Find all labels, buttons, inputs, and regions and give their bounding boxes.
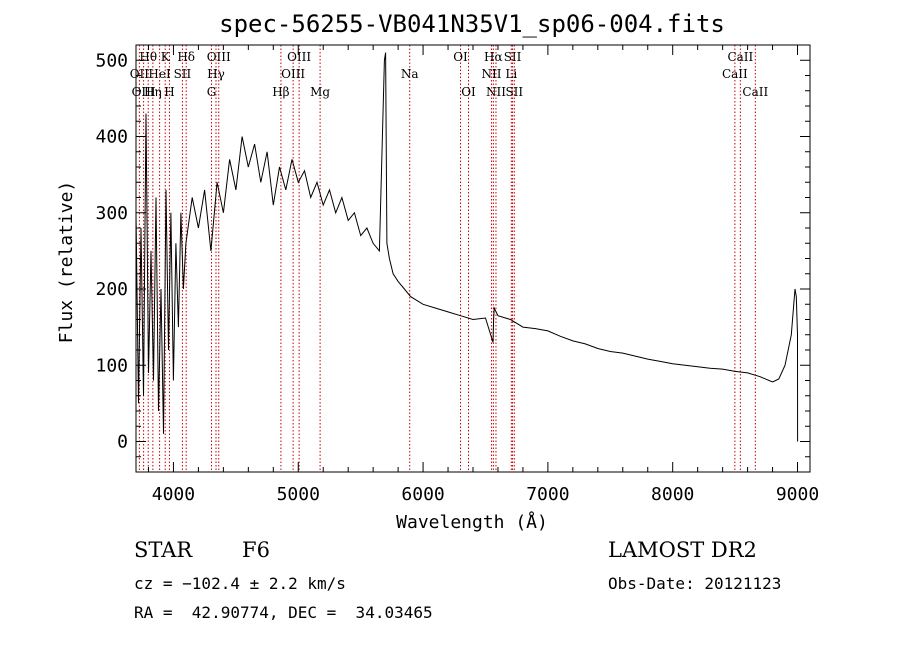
plot-frame <box>135 44 811 473</box>
spectral-line-label: NII <box>486 85 506 99</box>
y-tick-label: 0 <box>117 432 128 453</box>
spectral-line-label: SII <box>504 50 522 64</box>
object-class: STAR <box>134 538 193 562</box>
spectral-line-label: Hδ <box>177 50 195 64</box>
y-axis-ticks: 0 100 200 300 400 500 <box>95 50 810 458</box>
spectral-line-label: G <box>207 85 217 99</box>
spectral-line-label: OI <box>453 50 468 64</box>
spectrum-series-line <box>135 52 799 442</box>
spectral-line-label: OIII <box>207 50 231 64</box>
spectral-line-markers <box>138 45 756 472</box>
survey-name: LAMOST DR2 <box>608 538 757 562</box>
spectral-line-label: OII <box>130 67 150 81</box>
x-tick-label: 9000 <box>776 484 819 505</box>
object-subclass: F6 <box>242 538 270 562</box>
spectral-line-label: Hγ <box>207 67 225 81</box>
y-axis-label: Flux (relative) <box>56 181 77 344</box>
spectral-line-label: Hα <box>484 50 503 64</box>
spectral-line-label: CaII <box>742 85 768 99</box>
spectral-line-label: OI <box>461 85 476 99</box>
spectral-line-label: OIII <box>281 67 305 81</box>
redshift-line: cz = −102.4 ± 2.2 km/s <box>134 574 346 593</box>
x-tick-label: 7000 <box>526 484 569 505</box>
spectral-line-label: SII <box>174 67 192 81</box>
obs-date-line: Obs-Date: 20121123 <box>608 574 782 593</box>
spectral-line-label: OIII <box>287 50 311 64</box>
chart-title: spec-56255-VB041N35V1_sp06-004.fits <box>219 10 725 38</box>
spectral-line-label: Li <box>505 67 517 81</box>
y-tick-label: 200 <box>95 279 128 300</box>
y-tick-label: 100 <box>95 355 128 376</box>
spectral-line-label: SII <box>505 85 523 99</box>
spectral-line-label: NII <box>481 67 501 81</box>
spectral-line-label: Na <box>401 67 419 81</box>
coordinates-line: RA = 42.90774, DEC = 34.03465 <box>134 603 433 622</box>
y-tick-label: 400 <box>95 127 128 148</box>
y-tick-label: 300 <box>95 203 128 224</box>
x-axis-ticks: 4000 5000 6000 7000 8000 9000 <box>147 45 819 505</box>
x-axis-label: Wavelength (Å) <box>396 511 548 533</box>
spectral-line-label: H <box>164 85 174 99</box>
y-tick-label: 500 <box>95 50 128 71</box>
spectral-line-label: Mg <box>310 85 330 99</box>
spectral-line-label: K <box>161 50 171 64</box>
x-tick-label: 8000 <box>651 484 694 505</box>
spectral-line-label: Hη <box>144 85 162 99</box>
x-tick-label: 4000 <box>152 484 195 505</box>
spectral-line-label: Hβ <box>272 85 289 99</box>
spectral-line-label: CaII <box>722 67 748 81</box>
x-tick-label: 6000 <box>401 484 444 505</box>
x-tick-label: 5000 <box>277 484 320 505</box>
spectral-line-label: CaII <box>727 50 753 64</box>
spectral-line-label: HeI <box>148 67 171 81</box>
spectral-line-label: Hθ <box>139 50 157 64</box>
spectral-line-label: OIII <box>132 85 156 99</box>
